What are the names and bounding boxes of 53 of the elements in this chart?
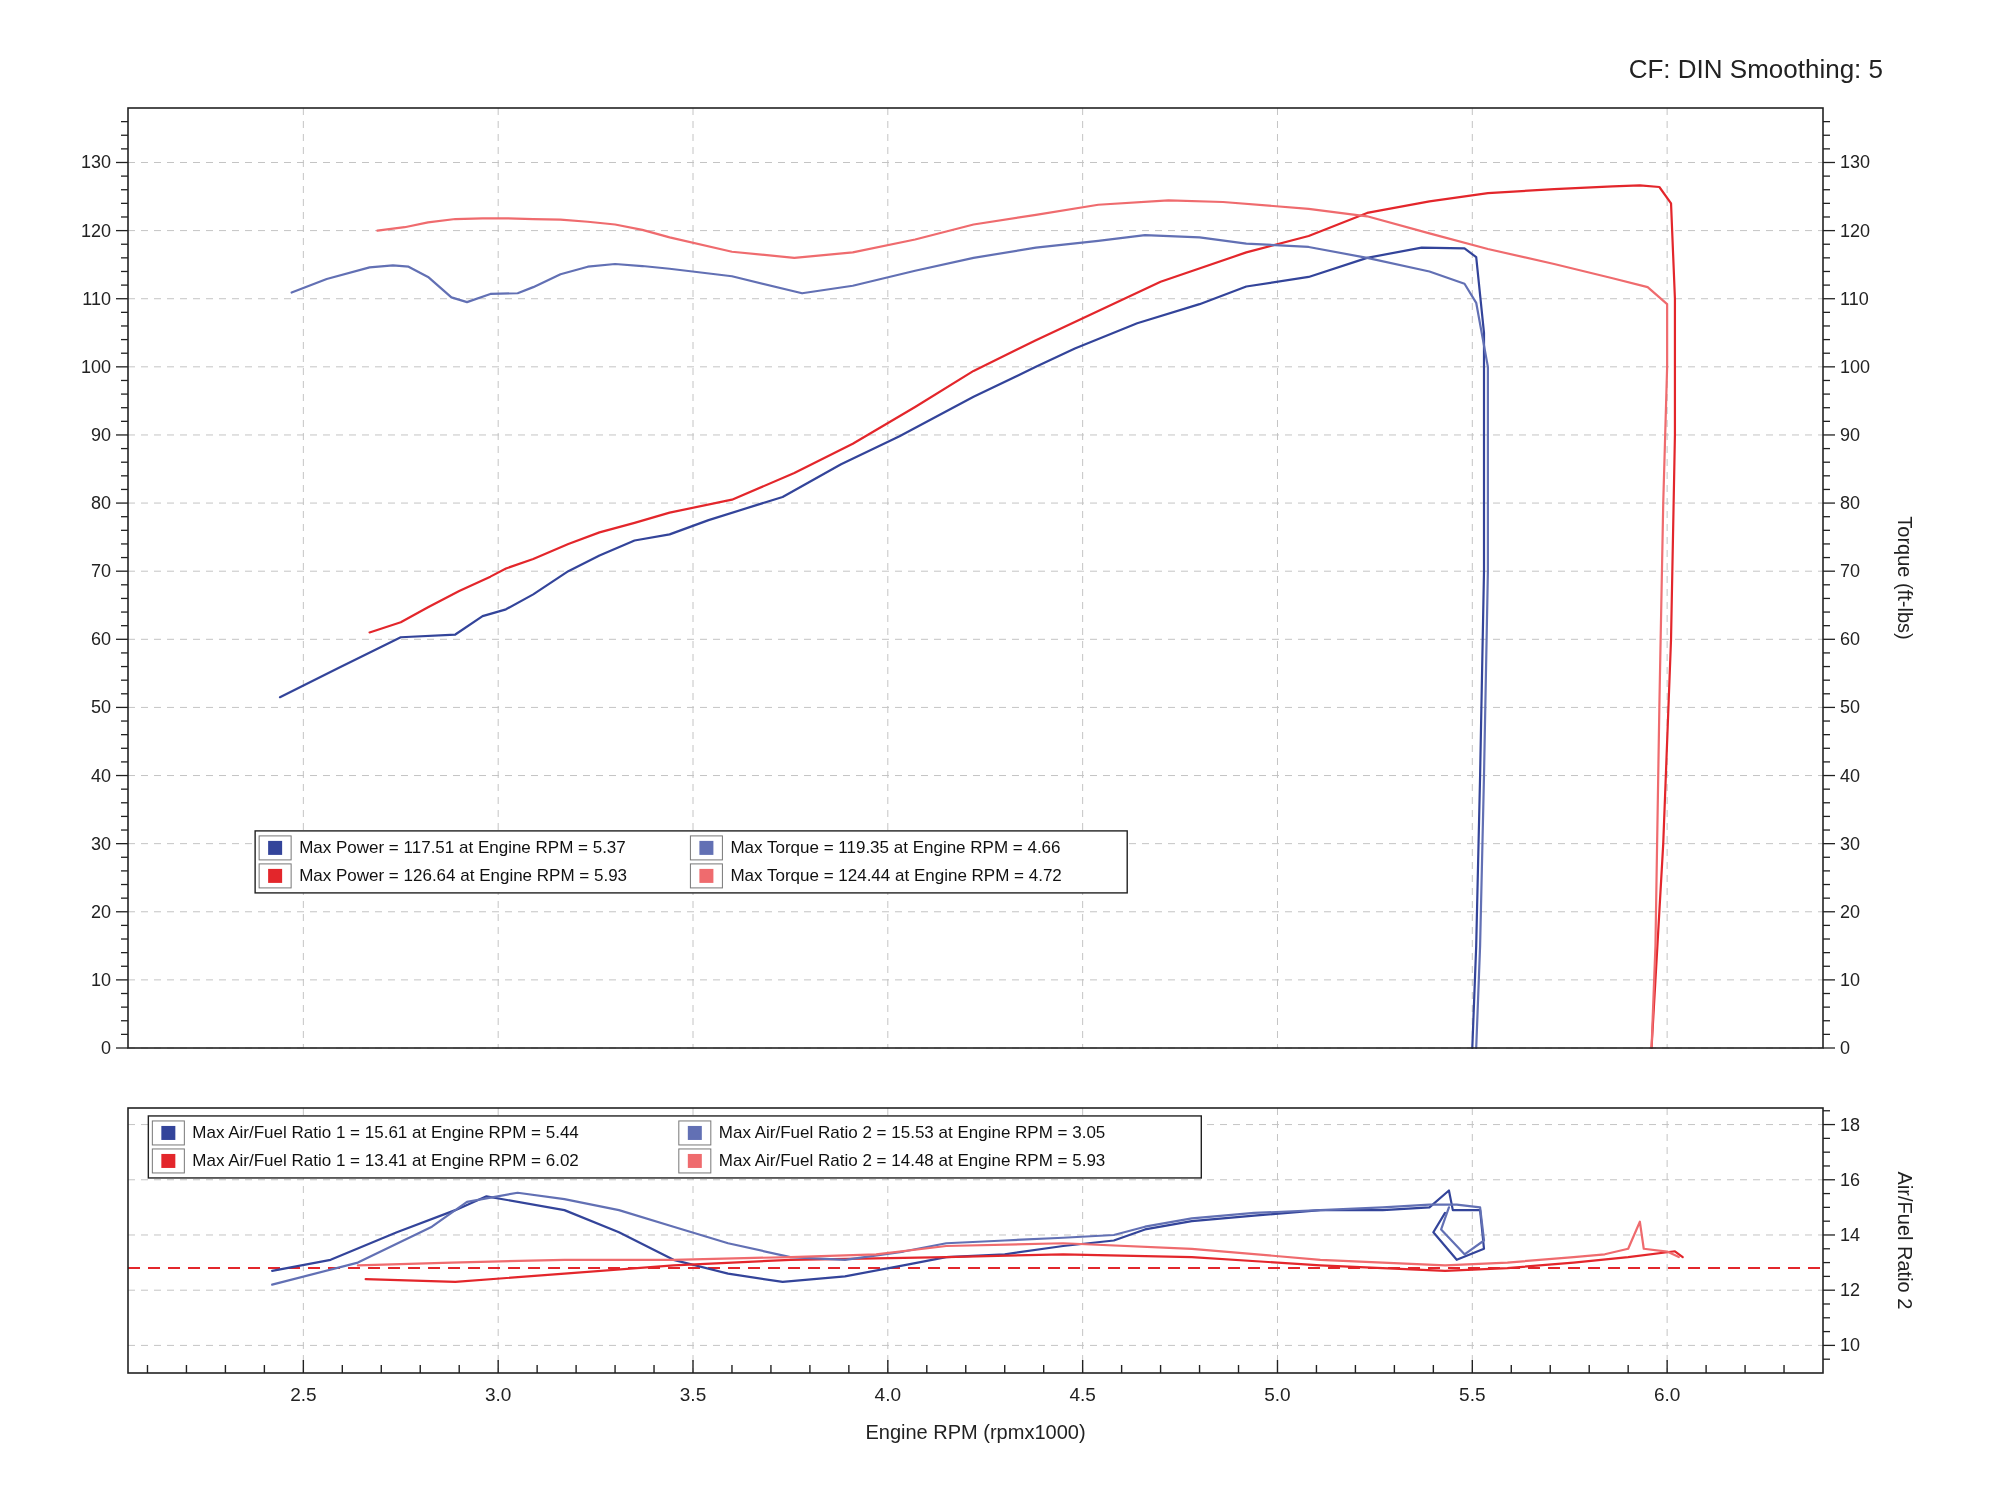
legend-label: Max Power = 126.64 at Engine RPM = 5.93 [299, 866, 628, 886]
y2-tick-label: 60 [1840, 629, 1861, 650]
y2-tick-label: 40 [1840, 765, 1861, 786]
y2-tick-label: 30 [1840, 833, 1861, 854]
y-tick-label: 120 [80, 220, 111, 241]
y2-tick-label: 90 [1840, 424, 1861, 445]
y-tick-label: 100 [80, 356, 111, 377]
y-tick-label: 70 [90, 561, 111, 582]
x-tick-label: 4.5 [1069, 1384, 1096, 1405]
y-tick-label: 90 [90, 424, 111, 445]
legend-label: Max Air/Fuel Ratio 1 = 13.41 at Engine RPM = 6.02 [192, 1151, 579, 1171]
y2-tick-label: 10 [1840, 969, 1861, 990]
line-series [356, 1220, 1680, 1267]
y2-tick-label: 12 [1840, 1280, 1861, 1301]
x-tick-label: 5.5 [1459, 1384, 1486, 1405]
x-tick-label: 3.5 [679, 1384, 707, 1405]
y2-tick-label: 80 [1840, 493, 1861, 514]
y-tick-label: 50 [90, 697, 111, 718]
y-tick-label: 20 [90, 901, 111, 922]
y2-tick-label: 70 [1840, 561, 1861, 582]
y2-tick-label: 0 [1840, 1038, 1851, 1058]
x-tick-label: 6.0 [1653, 1384, 1681, 1405]
y2-tick-label: 16 [1840, 1169, 1861, 1190]
x-tick-label: 3.0 [484, 1384, 512, 1405]
y-tick-label: 30 [90, 833, 111, 854]
y2-tick-label: 10 [1840, 1335, 1861, 1356]
legend-label: Max Air/Fuel Ratio 2 = 14.48 at Engine RPM = 5.93 [718, 1151, 1106, 1171]
legend-label: Max Air/Fuel Ratio 2 = 15.53 at Engine RPM = 3.05 [718, 1123, 1106, 1143]
y-tick-label: 130 [80, 152, 111, 173]
y2-tick-label: 50 [1840, 697, 1861, 718]
y2-tick-label: 20 [1840, 901, 1861, 922]
y2-tick-label: 130 [1840, 152, 1871, 173]
y-tick-label: 40 [90, 765, 111, 786]
y2-axis-title: Air/Fuel Ratio 2 [1894, 1171, 1916, 1310]
y2-axis-title: Torque (ft-lbs) [1894, 516, 1916, 640]
legend-label: Max Torque = 124.44 at Engine RPM = 4.72 [730, 866, 1062, 886]
x-tick-label: 5.0 [1264, 1384, 1291, 1405]
legend-label: Max Power = 117.51 at Engine RPM = 5.37 [299, 838, 626, 858]
y2-tick-label: 110 [1840, 288, 1869, 309]
legend-label: Max Air/Fuel Ratio 1 = 15.61 at Engine RPM = 5.44 [192, 1123, 579, 1143]
x-tick-label: 4.0 [874, 1384, 902, 1405]
text: CF: DIN Smoothing: 5 [1628, 54, 1883, 84]
y2-tick-label: 120 [1840, 220, 1871, 241]
y2-tick-label: 100 [1840, 356, 1871, 377]
y2-tick-label: 14 [1840, 1224, 1861, 1245]
y-tick-label: 0 [100, 1038, 111, 1058]
y2-tick-label: 18 [1840, 1114, 1861, 1135]
x-tick-label: 2.5 [290, 1384, 317, 1405]
y-tick-label: 110 [82, 288, 111, 309]
x-axis-title: Engine RPM (rpmx1000) [865, 1421, 1086, 1443]
y-tick-label: 10 [90, 969, 111, 990]
y-tick-label: 60 [90, 629, 111, 650]
y-tick-label: 80 [90, 493, 111, 514]
